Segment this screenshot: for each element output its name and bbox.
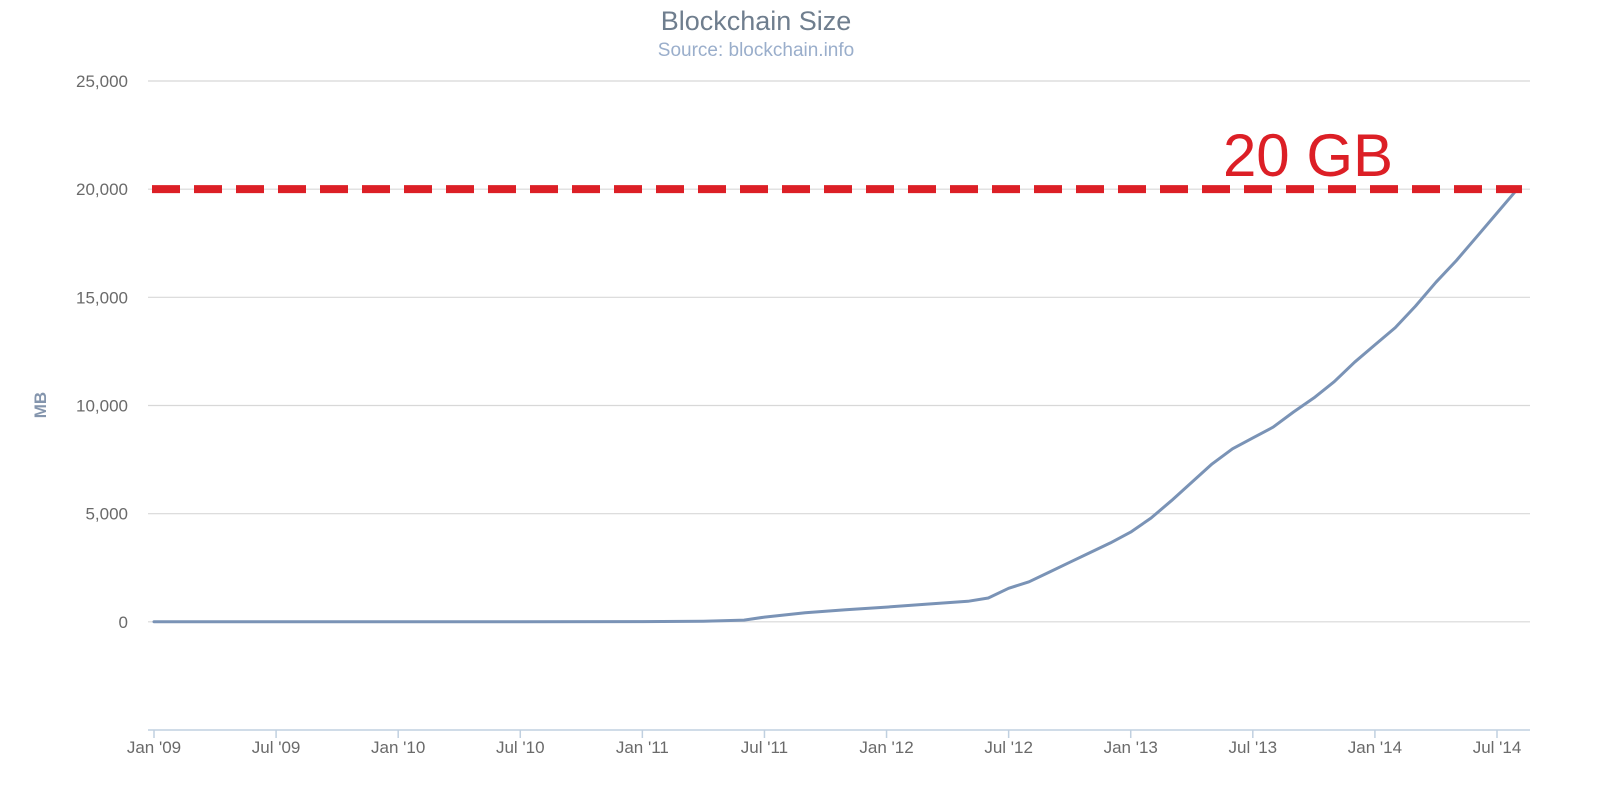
y-tick-label: 25,000 [76,72,128,91]
series-layer [152,187,1519,624]
x-tick-label: Jan '14 [1348,738,1402,757]
y-tick-label: 20,000 [76,180,128,199]
chart-title: Blockchain Size [661,6,852,36]
x-tick-label: Jul '14 [1473,738,1522,757]
x-tick-label: Jan '12 [859,738,913,757]
y-ticks-layer: 0 5,000 10,000 15,000 20,000 25,000 [76,72,128,632]
x-tick-label: Jul '12 [984,738,1033,757]
series-line [152,187,1519,624]
x-tick-label: Jul '09 [252,738,301,757]
x-tick-label: Jan '09 [127,738,181,757]
y-tick-label: 15,000 [76,288,128,307]
x-tick-label: Jan '11 [616,738,669,757]
x-tick-label: Jul '10 [496,738,545,757]
y-axis-label: MB [31,392,50,418]
x-tick-label: Jul '11 [741,738,788,757]
y-tick-label: 10,000 [76,397,128,416]
x-tick-label: Jan '13 [1104,738,1158,757]
annotation-layer: 20 GB [152,122,1522,194]
x-ticks-layer: Jan '09 Jul '09 Jan '10 Jul '10 Jan '11 Jul '… [127,729,1530,757]
threshold-label: 20 GB [1223,122,1393,189]
y-tick-label: 0 [119,613,128,632]
y-tick-label: 5,000 [85,505,128,524]
x-tick-label: Jan '10 [371,738,425,757]
x-tick-label: Jul '13 [1229,738,1278,757]
chart-subtitle: Source: blockchain.info [658,40,854,61]
